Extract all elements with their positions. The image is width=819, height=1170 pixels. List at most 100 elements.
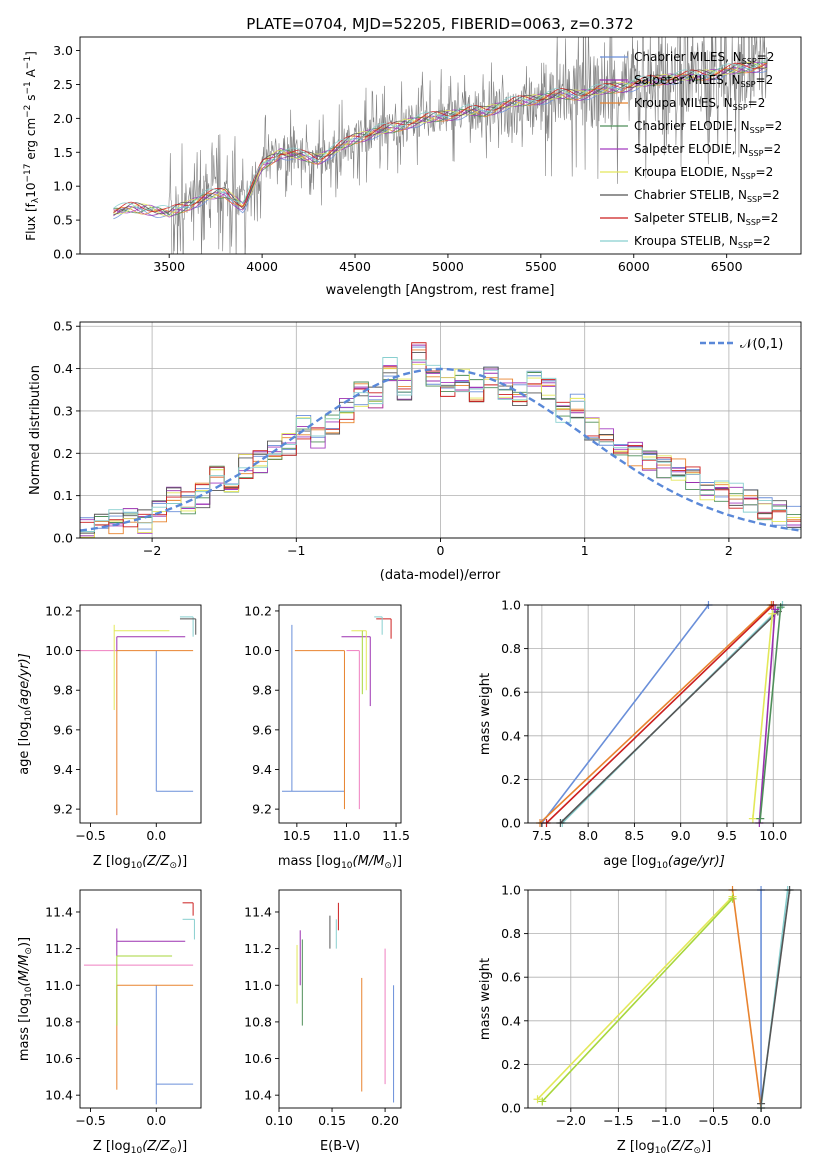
spectrum-legend-name-6: Chabrier STELIB, N — [634, 188, 747, 202]
age-vs-z-ytick-label-3: 9.8 — [53, 683, 73, 698]
age-vs-z-xtick-label-0: −0.5 — [75, 828, 105, 843]
mass-vs-ebv-ytick-label-2: 10.8 — [244, 1014, 272, 1029]
mass-vs-ebv-axes-frame — [278, 889, 402, 1109]
mass-vs-z-ylabel: mass [log10(M/M⊙)] — [17, 937, 34, 1061]
massweight-vs-z-ylabel: mass weight — [478, 958, 493, 1040]
spectrum-legend-sub-0: SSP — [742, 57, 757, 66]
spectrum-lines — [113, 37, 768, 254]
age-vs-mass-xtick-label-0: 10.5 — [283, 828, 311, 843]
mass-vs-z-ytick-label-4: 11.2 — [45, 941, 73, 956]
spectrum-panel: 3500 4000 4500 5000 5500 6000 6500 0.0 0.5 1.0 1.5… — [23, 36, 802, 298]
massweight-vs-z-ytick-label-5: 1.0 — [501, 883, 521, 898]
spectrum-legend-sub-7: SSP — [746, 218, 761, 227]
spectrum-legend-label-4: Salpeter ELODIE, NSSP=2 — [634, 142, 781, 158]
spectrum-model-line-1 — [113, 65, 768, 217]
age-vs-mass-xtick-label-2: 11.5 — [382, 828, 410, 843]
age-vs-mass-xtick-label-1: 11.0 — [333, 828, 361, 843]
spectrum-model-line-4 — [113, 61, 768, 218]
massweight-vs-z-weight-marker-5-0 — [757, 1099, 766, 1108]
age-vs-z-ticks: −0.5 0.0 9.2 9.4 9.6 9.8 10.0 10.2 — [45, 603, 166, 843]
residuals-xtick-label-0: −2 — [143, 543, 161, 558]
massweight-vs-age-weight-line-2 — [545, 604, 774, 824]
residuals-legend: 𝒩(0,1) — [700, 337, 783, 352]
massweight-vs-z-weight-line-5 — [760, 889, 791, 1104]
massweight-vs-z-weight-marker-2-0 — [533, 1095, 542, 1104]
residuals-xlabel: (data-model)/error — [380, 568, 501, 583]
spectrum-ytick-label-6: 3.0 — [53, 43, 73, 58]
mass-vs-ebv-xtick-label-2: 0.20 — [371, 1113, 399, 1128]
massweight-vs-z-xlabel: Z [log10(Z/Z⊙)] — [617, 1139, 711, 1156]
massweight-vs-age-axes-frame — [527, 604, 802, 824]
spectrum-xtick-label-1: 4000 — [246, 259, 278, 274]
massweight-vs-age-ytick-label-1: 0.2 — [501, 772, 521, 787]
mass-vs-ebv-ytick-label-4: 11.2 — [244, 941, 272, 956]
massweight-vs-age-xtick-label-1: 8.0 — [578, 828, 598, 843]
massweight-vs-age-weight-line-1 — [539, 604, 772, 824]
residuals-ytick-label-3: 0.3 — [53, 403, 73, 418]
mass-vs-z-xtick-label-0: −0.5 — [75, 1113, 105, 1128]
spectrum-xtick-label-4: 5500 — [525, 259, 557, 274]
mass-vs-ebv-ytick-label-0: 10.4 — [244, 1088, 272, 1103]
massweight-vs-z-ytick-label-4: 0.8 — [501, 926, 521, 941]
age-vs-z-axes-frame — [79, 604, 202, 824]
spectrum-legend-name-5: Kroupa ELODIE, N — [634, 165, 741, 179]
spectrum-ytick-label-0: 0.0 — [53, 247, 73, 262]
massweight-vs-age-ytick-label-4: 0.8 — [501, 641, 521, 656]
spectrum-xtick-label-0: 3500 — [153, 259, 185, 274]
spectrum-plot-layer — [113, 37, 768, 254]
massweight-vs-age-panel: 7.5 8.0 8.5 9.0 9.5 10.0 0.0 0.2 0.4 0.6 0.8 1.0 ag… — [478, 598, 802, 871]
massweight-vs-z-weight-marker-3-1 — [728, 894, 737, 903]
age-vs-mass-ytick-label-3: 9.8 — [252, 683, 272, 698]
age-vs-mass-xlabel: mass [log10(M/M⊙)] — [278, 854, 402, 871]
gaussian-legend-label: 𝒩(0,1) — [740, 337, 783, 352]
residuals-hist-8 — [80, 357, 801, 538]
mass-vs-ebv-ytick-label-3: 11.0 — [244, 978, 272, 993]
massweight-vs-age-ytick-label-0: 0.0 — [501, 816, 521, 831]
spectrum-ytick-label-3: 1.5 — [53, 145, 73, 160]
mass-vs-z-ticks: −0.5 0.0 10.4 10.6 10.8 11.0 11.2 11.4 — [45, 904, 166, 1128]
spectrum-xtick-label-6: 6500 — [711, 259, 743, 274]
mass-vs-z-plot-layer — [83, 902, 195, 1105]
mass-vs-ebv-xtick-label-0: 0.10 — [265, 1113, 293, 1128]
residuals-ticks: −2 −1 0 1 2 0.0 0.1 0.2 0.3 0.4 0.5 — [53, 319, 733, 558]
spectrum-legend-suffix-3: =2 — [765, 119, 783, 133]
massweight-vs-z-weight-line-1 — [731, 889, 762, 1109]
age-vs-z-panel: −0.5 0.0 9.2 9.4 9.6 9.8 10.0 10.2 Z [log10(Z/Z… — [17, 603, 202, 871]
massweight-vs-age-weight-marker-7-1 — [776, 603, 785, 612]
spectrum-legend-label-1: Salpeter MILES, NSSP=2 — [634, 73, 773, 89]
gaussian-curve — [80, 367, 801, 532]
spectrum-legend-suffix-8: =2 — [753, 234, 771, 248]
mass-vs-ebv-ytick-label-5: 11.4 — [244, 904, 272, 919]
spectrum-legend-suffix-0: =2 — [757, 50, 775, 64]
mass-vs-z-xtick-label-1: 0.0 — [146, 1113, 166, 1128]
spectrum-legend-label-8: Kroupa STELIB, NSSP=2 — [634, 234, 771, 250]
spectrum-legend-label-7: Salpeter STELIB, NSSP=2 — [634, 211, 778, 227]
massweight-vs-age-weight-marker-6-0 — [748, 814, 757, 823]
spectrum-axes-frame — [79, 36, 802, 255]
age-vs-z-xlabel: Z [log10(Z/Z⊙)] — [93, 854, 187, 871]
massweight-vs-age-xtick-label-3: 9.0 — [671, 828, 691, 843]
residuals-xtick-label-2: 0 — [437, 543, 445, 558]
massweight-vs-age-weight-line-5 — [758, 609, 776, 824]
massweight-vs-age-weight-marker-5-1 — [771, 605, 780, 614]
massweight-vs-z-xtick-label-3: −0.5 — [698, 1113, 728, 1128]
age-vs-z-plot-layer — [80, 616, 197, 816]
mass-vs-z-ytick-label-2: 10.8 — [45, 1014, 73, 1029]
residuals-panel: −2 −1 0 1 2 0.0 0.1 0.2 0.3 0.4 0.5 (data-model)/e… — [28, 319, 802, 583]
residuals-plot-layer — [80, 322, 801, 539]
massweight-vs-age-plot-layer — [528, 601, 801, 827]
age-vs-z-ytick-label-2: 9.6 — [53, 722, 73, 737]
mass-vs-z-ytick-label-0: 10.4 — [45, 1088, 73, 1103]
massweight-vs-age-weight-marker-6-1 — [768, 609, 777, 618]
mass-vs-z-panel: −0.5 0.0 10.4 10.6 10.8 11.0 11.2 11.4 Z [log10… — [17, 889, 202, 1156]
massweight-vs-z-ytick-label-1: 0.2 — [501, 1057, 521, 1072]
spectrum-legend-label-6: Chabrier STELIB, NSSP=2 — [634, 188, 780, 204]
mass-vs-z-ytick-label-1: 10.6 — [45, 1051, 73, 1066]
mass-vs-ebv-plot-layer — [296, 902, 395, 1103]
spectrum-xtick-label-2: 4500 — [339, 259, 371, 274]
spectrum-legend-suffix-4: =2 — [763, 142, 781, 156]
spectrum-model-line-3 — [113, 61, 767, 216]
massweight-vs-age-weight-line-4 — [559, 610, 779, 824]
